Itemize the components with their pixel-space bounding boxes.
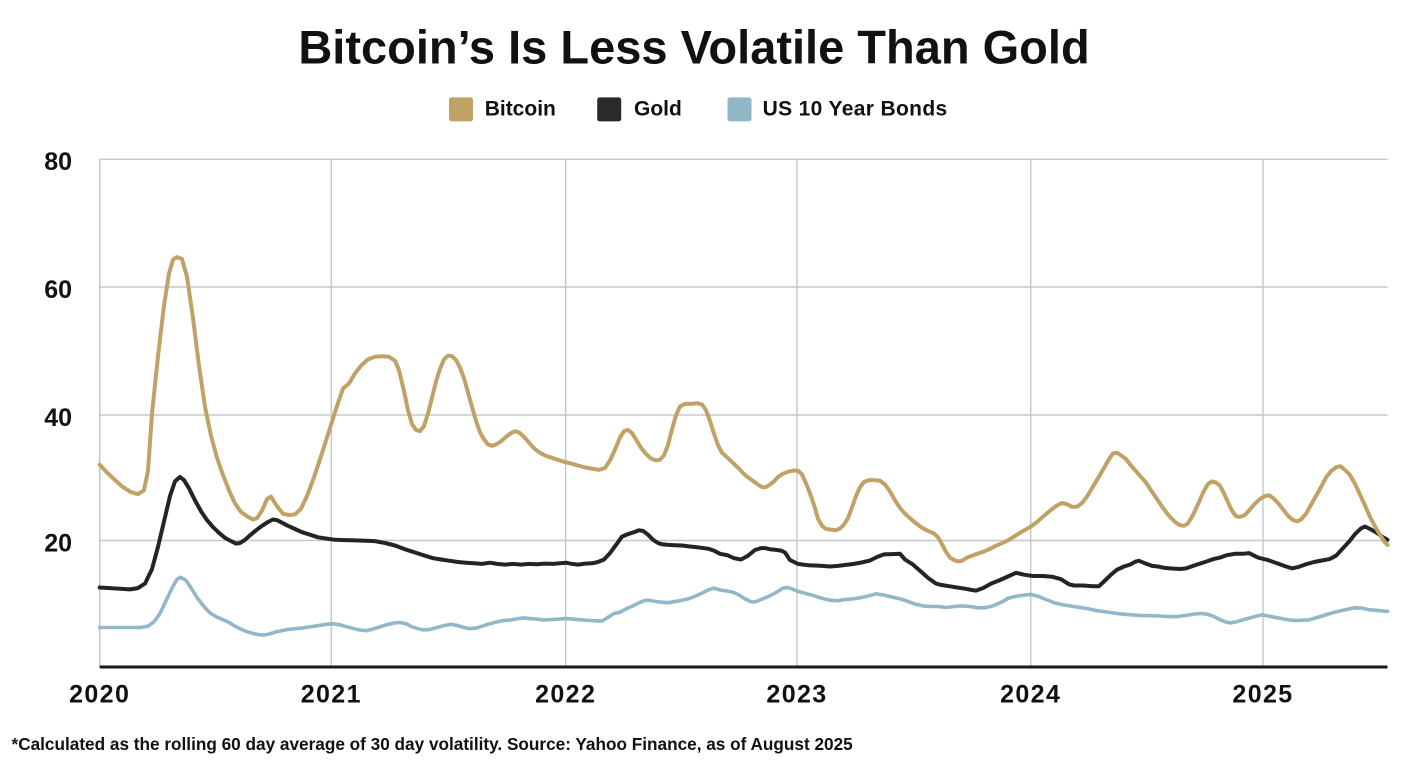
svg-text:2023: 2023	[766, 681, 827, 709]
svg-text:2025: 2025	[1232, 681, 1293, 709]
svg-text:60: 60	[44, 276, 72, 304]
svg-text:Bitcoin: Bitcoin	[485, 97, 556, 120]
svg-text:2021: 2021	[301, 681, 362, 709]
svg-text:20: 20	[44, 529, 72, 557]
svg-text:80: 80	[44, 148, 72, 176]
svg-text:2024: 2024	[1000, 681, 1061, 709]
svg-text:US 10 Year Bonds: US 10 Year Bonds	[763, 97, 948, 120]
svg-text:Gold: Gold	[634, 97, 682, 120]
svg-text:Bitcoin’s Is Less Volatile Tha: Bitcoin’s Is Less Volatile Than Gold	[298, 21, 1089, 74]
svg-text:40: 40	[44, 404, 72, 432]
svg-text:2020: 2020	[69, 681, 130, 709]
svg-text:*Calculated as the rolling 60: *Calculated as the rolling 60 day averag…	[12, 734, 854, 754]
svg-text:2022: 2022	[535, 681, 596, 709]
